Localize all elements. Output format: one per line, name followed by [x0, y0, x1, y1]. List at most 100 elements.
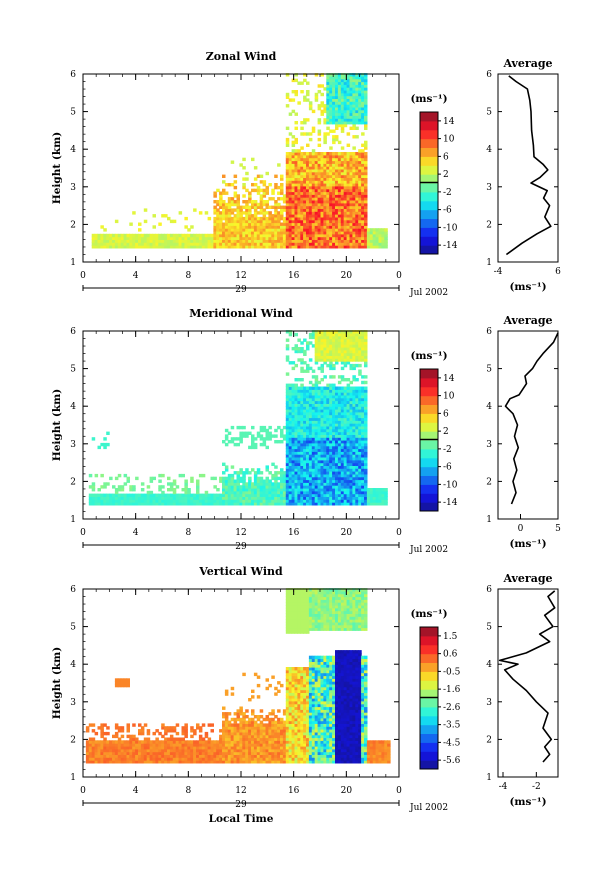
- heatmap-cell: [311, 168, 316, 173]
- heatmap-cell: [317, 479, 322, 483]
- heatmap-cell: [326, 75, 330, 80]
- heatmap-cell: [120, 740, 125, 744]
- heatmap-cell: [297, 81, 301, 85]
- heatmap-cell: [364, 361, 368, 365]
- heatmap-cell: [184, 479, 188, 483]
- heatmap-cell: [343, 448, 348, 452]
- heatmap-cell: [288, 191, 293, 195]
- heatmap-cell: [303, 459, 307, 464]
- heatmap-cell: [314, 423, 319, 427]
- heatmap-cell: [364, 185, 368, 190]
- heatmap-cell: [172, 746, 177, 750]
- heatmap-cell: [164, 751, 168, 755]
- heatmap-cell: [364, 143, 368, 147]
- heatmap-cell: [306, 92, 310, 97]
- heatmap-cell: [358, 98, 362, 102]
- heatmap-cell: [306, 177, 310, 181]
- heatmap-cell: [164, 493, 168, 497]
- heatmap-cell: [346, 442, 351, 447]
- heatmap-cell: [167, 476, 171, 481]
- heatmap-cell: [132, 236, 136, 240]
- heatmap-cell: [152, 476, 156, 481]
- heatmap-cell: [274, 493, 278, 497]
- heatmap-cell: [314, 428, 319, 433]
- heatmap-cell: [346, 411, 351, 416]
- heatmap-cell: [256, 225, 261, 229]
- heatmap-cell: [294, 202, 298, 207]
- profile-y-tick-label: 2: [486, 477, 492, 487]
- heatmap-cell: [100, 442, 104, 447]
- heatmap-cell: [274, 476, 278, 481]
- heatmap-cell: [378, 231, 382, 235]
- heatmap-cell: [277, 488, 281, 492]
- heatmap-cell: [381, 493, 385, 497]
- heatmap-cell: [352, 499, 356, 503]
- heatmap-cell: [285, 239, 290, 243]
- heatmap-cell: [369, 239, 374, 243]
- heatmap-cell: [227, 236, 232, 240]
- heatmap-cell: [248, 233, 252, 238]
- heatmap-cell: [181, 729, 185, 733]
- heatmap-cell: [114, 245, 119, 249]
- heatmap-cell: [277, 239, 281, 243]
- heatmap-cell: [123, 233, 128, 238]
- heatmap-cell: [349, 451, 353, 455]
- heatmap-cell: [349, 400, 353, 404]
- heatmap-cell: [308, 191, 313, 195]
- heatmap-cell: [164, 242, 168, 246]
- heatmap-cell: [372, 231, 377, 235]
- heatmap-cell: [135, 760, 139, 764]
- heatmap-cell: [112, 496, 116, 500]
- heatmap-cell: [123, 502, 128, 506]
- heatmap-cell: [364, 171, 368, 176]
- heatmap-cell: [314, 73, 319, 77]
- heatmap-cell: [343, 171, 348, 176]
- heatmap-cell: [233, 493, 238, 497]
- heatmap-cell: [306, 440, 310, 444]
- heatmap-cell: [337, 242, 342, 246]
- heatmap-cell: [311, 208, 316, 212]
- heatmap-cell: [364, 126, 368, 130]
- heatmap-cell: [158, 743, 162, 747]
- heatmap-cell: [346, 245, 351, 249]
- heatmap-cell: [358, 468, 362, 472]
- heatmap-cell: [253, 222, 258, 226]
- heatmap-cell: [361, 95, 365, 99]
- heatmap-cell: [280, 431, 284, 435]
- heatmap-cell: [285, 126, 290, 130]
- heatmap-cell: [85, 760, 90, 764]
- heatmap-cell: [294, 231, 298, 235]
- heatmap-cell: [138, 746, 142, 750]
- heatmap-cell: [288, 459, 293, 464]
- heatmap-cell: [242, 488, 246, 492]
- heatmap-cell: [300, 420, 304, 424]
- heatmap-cell: [262, 236, 267, 240]
- heatmap-cell: [268, 245, 272, 249]
- heatmap-cell: [213, 496, 217, 500]
- heatmap-cell: [85, 743, 90, 747]
- heatmap-cell: [213, 208, 217, 212]
- heatmap-cell: [236, 225, 240, 229]
- heatmap-cell: [306, 369, 310, 373]
- heatmap-cell: [337, 341, 342, 345]
- heatmap-cell: [303, 394, 307, 399]
- heatmap-cell: [285, 219, 290, 224]
- heatmap-cell: [317, 166, 322, 170]
- heatmap-cell: [152, 731, 156, 736]
- heatmap-cell: [294, 152, 298, 156]
- heatmap-cell: [308, 183, 313, 187]
- heatmap-cell: [285, 502, 290, 506]
- heatmap-cell: [265, 479, 269, 483]
- heatmap-cell: [219, 205, 223, 209]
- heatmap-cell: [352, 106, 356, 111]
- heatmap-cell: [117, 502, 122, 506]
- heatmap-cell: [175, 743, 180, 747]
- heatmap-cell: [129, 737, 133, 741]
- heatmap-cell: [190, 493, 194, 497]
- heatmap-cell: [233, 202, 238, 207]
- heatmap-cell: [332, 341, 336, 345]
- heatmap-cell: [294, 177, 298, 181]
- heatmap-cell: [332, 208, 336, 212]
- heatmap-cell: [114, 233, 119, 238]
- heatmap-cell: [306, 236, 310, 240]
